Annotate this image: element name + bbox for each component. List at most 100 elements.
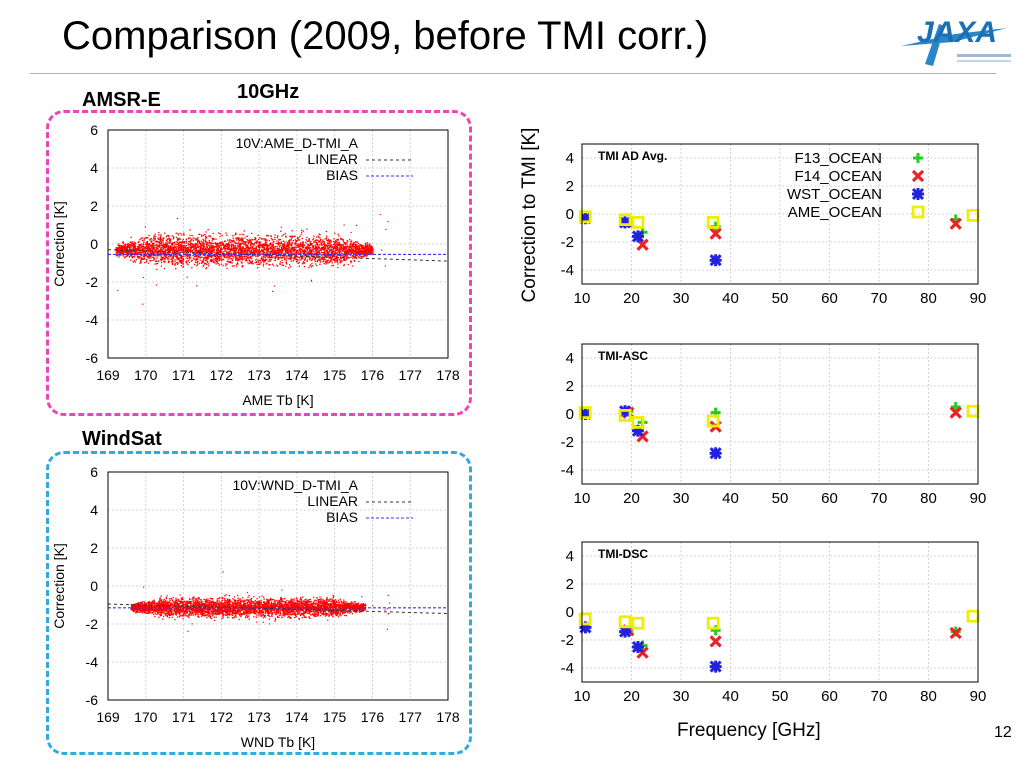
data-point (260, 258, 262, 260)
data-point (244, 242, 246, 244)
data-point (265, 253, 267, 255)
data-point (193, 248, 195, 250)
data-point (245, 255, 247, 258)
data-point (182, 266, 184, 268)
data-point (323, 250, 326, 253)
data-point (238, 239, 240, 241)
data-point (327, 254, 329, 256)
data-point (343, 259, 345, 261)
data-point (154, 250, 156, 252)
data-point (210, 244, 212, 246)
data-point (252, 243, 254, 245)
data-point (155, 284, 158, 286)
data-point (248, 240, 250, 242)
data-point (296, 251, 298, 253)
data-point (134, 243, 136, 245)
data-point (259, 242, 261, 244)
data-point (350, 242, 352, 244)
data-point (148, 601, 150, 603)
data-point (313, 253, 315, 255)
data-point (254, 603, 257, 605)
data-point (241, 240, 243, 242)
data-point (285, 255, 287, 257)
data-point (146, 243, 148, 246)
data-point (299, 249, 301, 251)
data-point (342, 239, 344, 241)
data-point (351, 247, 353, 250)
data-point (255, 241, 258, 243)
data-point (327, 259, 329, 261)
data-point (265, 239, 267, 241)
data-point (336, 242, 338, 244)
data-point (269, 243, 272, 246)
data-point (362, 245, 364, 247)
data-point (232, 611, 234, 614)
data-point (207, 258, 209, 260)
y-tick-label: -4 (86, 654, 99, 670)
data-point (261, 259, 264, 261)
data-point (152, 244, 154, 246)
data-point (195, 249, 197, 251)
data-point (231, 265, 234, 267)
data-point (193, 237, 195, 239)
data-point (163, 260, 165, 262)
data-point (264, 253, 267, 255)
data-point (221, 248, 223, 251)
data-point (156, 248, 158, 250)
data-point (306, 260, 308, 262)
data-point (278, 239, 280, 241)
data-point (201, 615, 203, 617)
data-point (338, 244, 340, 246)
data-point (190, 244, 192, 246)
data-point (200, 240, 202, 242)
data-point (204, 263, 206, 265)
data-point (276, 265, 279, 267)
data-point (322, 246, 324, 248)
data-point (134, 248, 136, 250)
data-point (287, 615, 290, 617)
data-point (277, 258, 280, 260)
data-point (234, 248, 236, 250)
data-point (361, 250, 364, 252)
data-point (212, 254, 214, 256)
data-point (349, 244, 352, 246)
data-point (131, 254, 133, 256)
data-point (224, 245, 226, 248)
data-point (285, 265, 287, 267)
data-point (141, 254, 143, 257)
data-point (358, 260, 360, 263)
data-point (369, 249, 371, 251)
data-point (271, 239, 274, 241)
data-point (131, 256, 133, 258)
data-point (241, 233, 243, 236)
data-point (299, 244, 302, 246)
data-point (258, 615, 260, 617)
data-point (229, 251, 231, 253)
data-point (145, 248, 147, 250)
data-point (354, 244, 356, 246)
data-point (153, 235, 155, 237)
data-point (175, 248, 177, 250)
data-point (343, 242, 346, 244)
data-point (385, 228, 387, 231)
y-tick-label: -2 (86, 616, 99, 632)
data-point (316, 256, 318, 258)
data-point (192, 254, 194, 257)
data-point (208, 251, 210, 253)
data-point (327, 248, 329, 250)
data-point (119, 245, 121, 247)
data-point (190, 249, 192, 252)
data-point (122, 250, 124, 252)
data-point (191, 259, 193, 261)
data-point (238, 244, 240, 246)
data-point (172, 255, 175, 257)
data-point (182, 258, 184, 260)
data-point (263, 248, 266, 250)
data-point (251, 246, 254, 248)
data-point (325, 260, 327, 262)
data-point (159, 244, 161, 246)
data-point (259, 260, 262, 262)
data-point (231, 240, 234, 242)
data-point (159, 239, 161, 241)
data-point (222, 251, 225, 253)
